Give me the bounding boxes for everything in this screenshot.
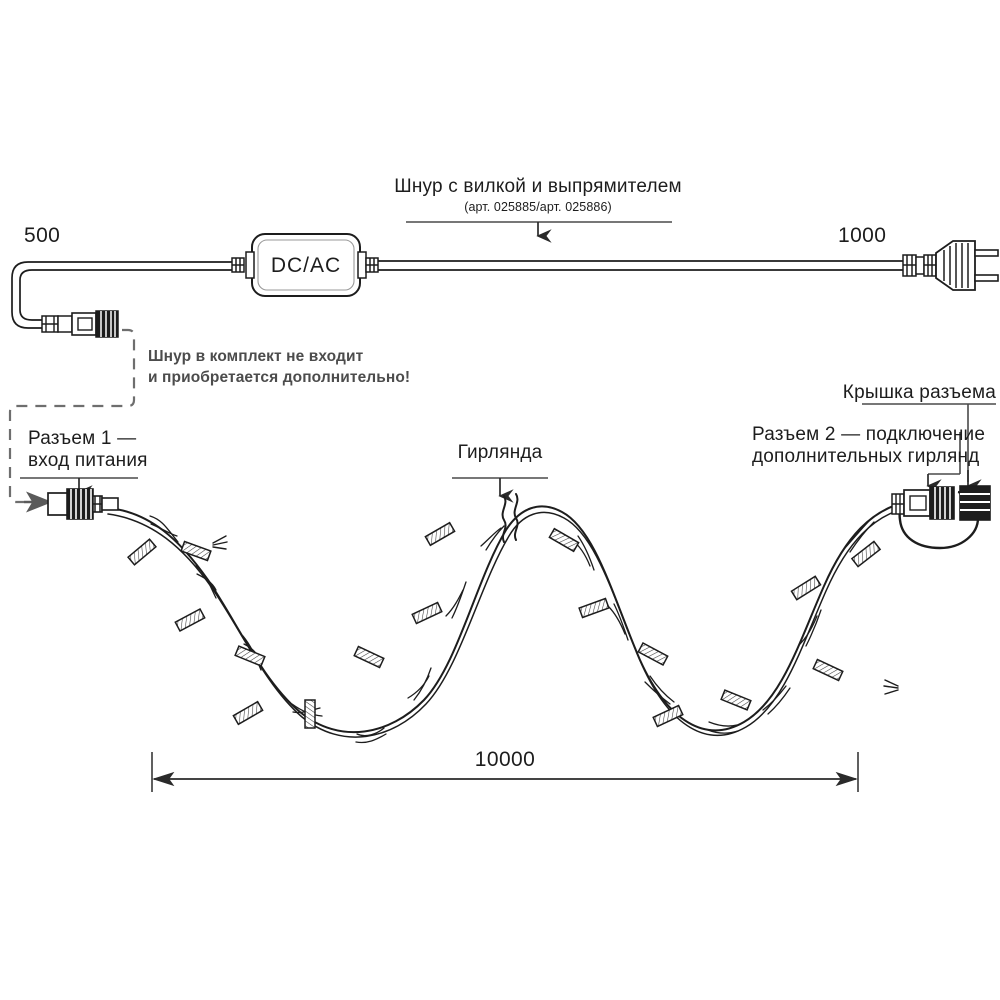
connector-cap-leader-line [862,403,996,493]
led-capsule-icon [353,645,385,669]
led-capsule-icon [411,601,443,625]
dimension-500-label: 500 [24,224,61,247]
led-capsule-icon [637,642,669,666]
adapter-label: DC/AC [270,254,342,277]
cord-title-label: Шнур с вилкой и выпрямителем [394,176,682,197]
connector1-line2-label: вход питания [28,450,148,471]
led-capsule-icon [578,597,610,619]
led-capsules-group [127,521,881,729]
dimension-1000-label: 1000 [838,224,887,247]
cord-article-label: (арт. 025885/арт. 025886) [464,200,612,214]
dimension-line-total [151,752,859,792]
frayed-wire-end-icon [212,535,899,695]
mains-plug-icon [935,240,999,291]
led-capsule-icon [174,608,206,632]
power-cord-left [11,261,243,329]
garland-leader-line [452,477,548,503]
connector2-leader-line [926,432,961,493]
dashed-connection-route-icon [8,328,136,504]
wire-break-symbol-icon [501,493,519,543]
connector2-line2-label: дополнительных гирлянд [752,446,980,467]
dimension-10000-label: 10000 [474,748,536,771]
led-capsule-icon [424,521,456,547]
connector2-line1-label: Разъем 2 — подключение [752,424,986,445]
led-capsule-icon [812,658,844,682]
garland-label: Гирлянда [457,442,543,463]
dc-ac-adapter-icon [231,233,379,297]
led-capsule-icon [304,699,316,729]
led-capsule-icon [127,538,157,566]
power-cord-right [378,260,903,271]
cord-ferrule-right [902,254,937,277]
led-capsule-icon [180,540,212,562]
connector-cap-label: Крышка разъема [842,382,996,403]
led-capsule-icon [720,689,752,711]
waterproof-connector-male-icon [57,310,119,338]
cord-leader-line [406,221,672,243]
garland-connector-output-group [891,485,991,550]
led-capsule-icon [232,700,264,726]
led-capsule-icon [548,527,580,553]
connector1-line1-label: Разъем 1 — [28,428,137,449]
garland-wire [107,501,907,744]
connector-cap-icon [959,485,991,521]
led-capsule-icon [851,540,881,568]
led-capsule-icon [790,575,822,601]
note-line2-label: и приобретается дополнительно! [148,369,411,386]
cord-strain-relief-left [41,315,59,333]
note-line1-label: Шнур в комплект не входит [148,348,364,365]
